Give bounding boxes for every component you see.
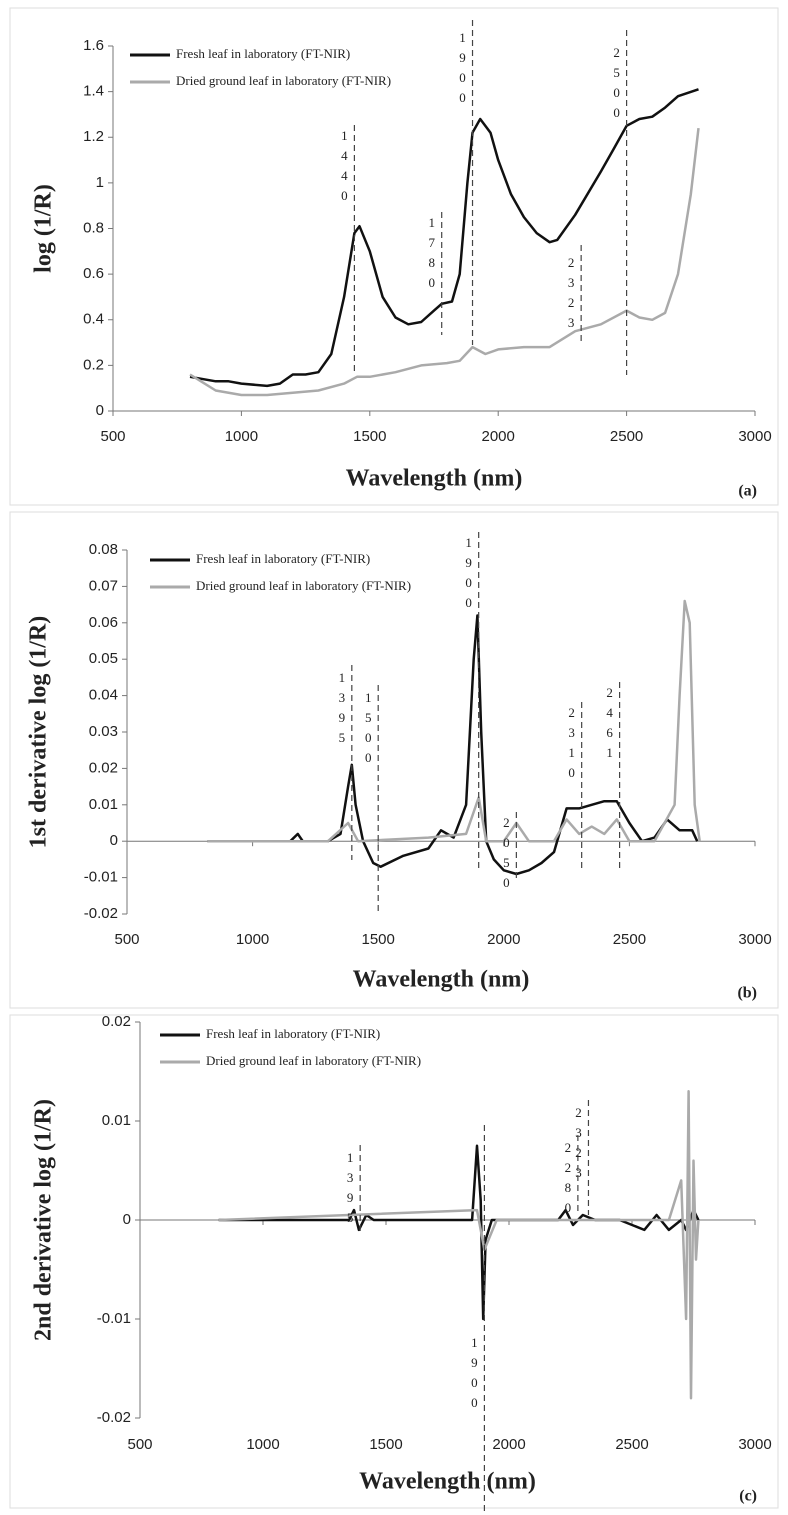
panel-label: (a) [738,483,757,500]
x-tick-label: 1000 [236,931,269,948]
y-tick-label: -0.02 [97,1409,131,1426]
y-tick-label: 0.03 [89,723,118,740]
y-tick-label: 0 [96,402,104,419]
x-axis-title: Wavelength (nm) [353,967,530,993]
x-tick-label: 2500 [610,428,643,445]
legend-label: Fresh leaf in laboratory (FT-NIR) [196,551,370,566]
x-tick-label: 2000 [482,428,515,445]
data-line [219,1091,699,1398]
y-tick-label: 0.4 [83,311,104,328]
panel-frame [10,1015,778,1508]
x-axis-title: Wavelength (nm) [359,1469,536,1495]
annotation-label: 2461 [602,685,617,765]
y-tick-label: 0.05 [89,650,118,667]
y-tick-label: 0 [110,832,118,849]
annotation-label: 1900 [461,535,476,615]
data-line [219,1146,699,1319]
panel-label: (b) [737,985,757,1002]
annotation-label: 2323 [564,255,579,335]
y-axis-title: log (1/R) [31,184,57,273]
legend-label: Dried ground leaf in laboratory (FT-NIR) [196,578,411,593]
y-tick-label: 0.2 [83,356,104,373]
x-tick-label: 1500 [353,428,386,445]
data-line [190,89,699,386]
y-tick-label: 1 [96,174,104,191]
annotation-label: 1440 [337,128,352,208]
x-axis-title: Wavelength (nm) [346,466,523,492]
y-tick-label: 0.8 [83,219,104,236]
annotation-label: 2323 [571,1105,586,1185]
y-tick-label: 1.4 [83,83,104,100]
x-tick-label: 1500 [362,931,395,948]
data-line [207,601,699,841]
panel-label: (c) [739,1488,757,1505]
x-tick-label: 500 [114,931,139,948]
x-tick-label: 500 [100,428,125,445]
annotation-label: 1900 [455,30,470,110]
y-tick-label: 0.6 [83,265,104,282]
y-tick-label: 0.01 [102,1112,131,1129]
annotation-label: 1500 [361,690,376,770]
x-tick-label: 1500 [369,1436,402,1453]
y-tick-label: 0.08 [89,541,118,558]
x-tick-label: 3000 [738,931,771,948]
y-tick-label: 0.01 [89,796,118,813]
annotation-label: 2050 [499,815,514,895]
y-tick-label: 0.06 [89,614,118,631]
annotation-label: 1395 [343,1150,358,1230]
legend-label: Fresh leaf in laboratory (FT-NIR) [176,46,350,61]
annotation-label: 1395 [334,670,349,750]
x-tick-label: 500 [127,1436,152,1453]
legend-label: Dried ground leaf in laboratory (FT-NIR) [206,1053,421,1068]
x-tick-label: 2500 [615,1436,648,1453]
y-tick-label: 0.07 [89,577,118,594]
x-tick-label: 3000 [738,1436,771,1453]
figure: 0 0.2 0.4 0.6 0.8 1 1.2 1.4 1.6 500 1000 1500 2000 25… [0,0,788,1515]
y-tick-label: 0 [123,1211,131,1228]
y-tick-label: 0.02 [89,759,118,776]
x-tick-label: 2500 [613,931,646,948]
x-tick-label: 1000 [225,428,258,445]
y-tick-label: 0.04 [89,687,118,704]
y-tick-label: -0.02 [84,905,118,922]
annotation-label: 2310 [564,705,579,785]
y-tick-label: 1.2 [83,128,104,145]
annotation-label: 1900 [467,1335,482,1415]
data-line [190,128,699,395]
y-axis-title: 2nd derivative log (1/R) [31,1099,57,1341]
y-tick-label: -0.01 [84,869,118,886]
x-tick-label: 2000 [487,931,520,948]
x-tick-label: 1000 [246,1436,279,1453]
legend-label: Dried ground leaf in laboratory (FT-NIR) [176,73,391,88]
y-axis-title: 1st derivative log (1/R) [26,616,52,849]
y-tick-label: 0.02 [102,1013,131,1030]
x-tick-label: 2000 [492,1436,525,1453]
legend-label: Fresh leaf in laboratory (FT-NIR) [206,1026,380,1041]
annotation-label: 1780 [424,215,439,295]
x-tick-label: 3000 [738,428,771,445]
annotation-label: 2500 [609,45,624,125]
y-tick-label: 1.6 [83,37,104,54]
y-tick-label: -0.01 [97,1310,131,1327]
